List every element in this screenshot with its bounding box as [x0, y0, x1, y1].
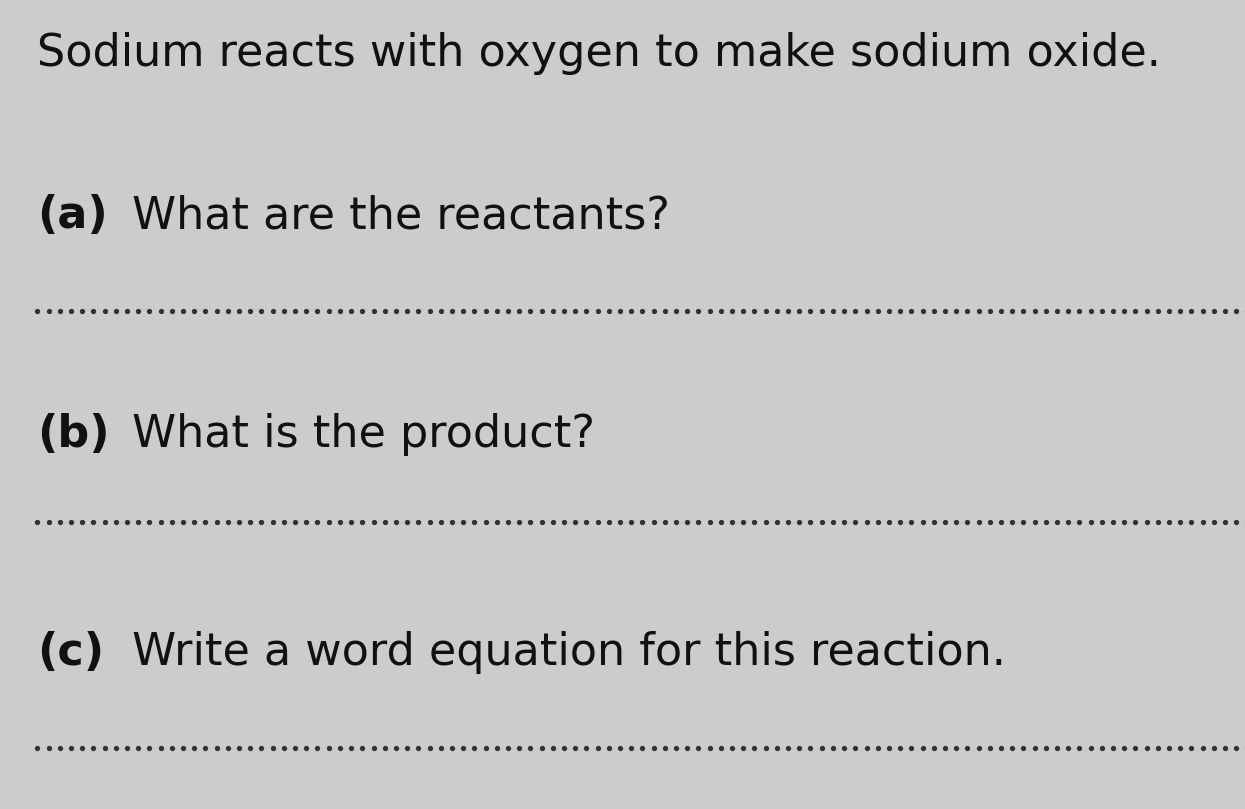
Text: What are the reactants?: What are the reactants? [118, 194, 670, 237]
Text: (a): (a) [37, 194, 108, 237]
Text: (b): (b) [37, 413, 110, 455]
Text: What is the product?: What is the product? [118, 413, 595, 455]
Text: Sodium reacts with oxygen to make sodium oxide.: Sodium reacts with oxygen to make sodium… [37, 32, 1162, 75]
Text: (c): (c) [37, 631, 105, 674]
Text: Write a word equation for this reaction.: Write a word equation for this reaction. [118, 631, 1006, 674]
